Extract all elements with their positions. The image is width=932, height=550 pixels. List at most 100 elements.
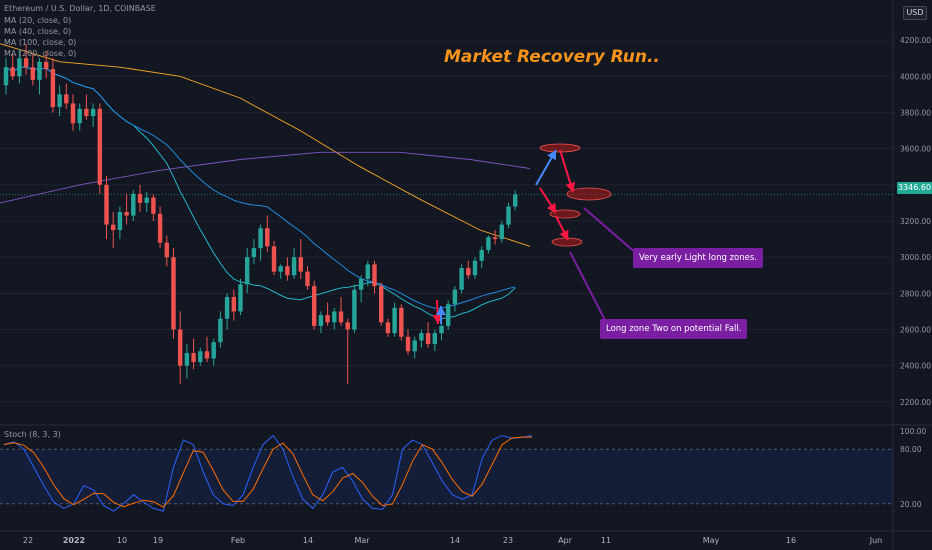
candle [231,289,236,321]
candle-body [379,286,384,323]
candle-body [312,286,317,326]
candle [258,224,263,261]
candle [204,336,210,363]
candle [265,215,270,252]
callout-pointer [569,251,607,323]
candle-body [97,108,102,185]
candle-body [419,333,424,341]
candle [432,329,437,352]
candle-body [405,336,411,352]
ma-200-line [0,151,531,204]
candle-body [131,193,136,216]
candle [44,50,49,79]
candle-body [479,249,484,261]
x-tick-label: 14 [450,536,460,545]
candle-body [184,353,190,366]
candle [37,58,42,95]
candle-body [198,351,203,363]
candle [10,54,15,80]
candle-body [124,211,129,216]
candle [144,192,149,212]
candle [358,275,364,303]
candle [513,190,518,211]
indicator-ma200-label[interactable]: MA (200, close, 0) [4,49,77,58]
candle-body [265,228,270,247]
candle-body [251,248,257,258]
candle-body [486,237,491,250]
indicator-ma100-label[interactable]: MA (100, close, 0) [4,38,77,47]
arrow-head [547,150,556,161]
candle-body [157,213,163,243]
candle-body [17,58,22,77]
candle [77,103,82,131]
candle [70,94,76,131]
candle-body [392,307,397,334]
chart-grid [0,39,893,403]
x-tick-label: 11 [601,536,611,545]
candle-body [358,278,364,290]
x-tick-label: Jun [869,536,883,545]
candle [285,257,290,281]
x-tick-label: 14 [303,536,313,545]
candle [224,293,230,330]
candle-body [338,311,344,323]
candle [305,266,310,290]
arrow-head [546,202,556,213]
candle [298,239,303,279]
candle-body [446,304,451,326]
candle [50,58,56,113]
x-tick-label: 16 [786,536,796,545]
candle-body [137,193,143,203]
candle-body [211,342,216,359]
candle-body [325,315,330,323]
indicator-ma20-label[interactable]: MA (20, close, 0) [4,16,72,25]
symbol-title: Ethereum / U.S. Dollar, 1D, COINBASE [4,4,156,13]
candle-body [298,257,303,272]
y-tick-label: 2400.00 [900,362,931,371]
candle [104,175,109,240]
candle-body [37,61,42,80]
candle [218,311,223,348]
stochastic-panel: 100.00 80.00 20.00 [0,424,932,512]
candle-body [439,325,444,334]
y-tick-label: 2600.00 [900,326,931,335]
candle [3,58,9,95]
candle [332,307,337,330]
stoch-indicator-label[interactable]: Stoch (8, 3, 3) [4,430,61,439]
candle [151,193,156,221]
stoch-d-line [3,436,532,508]
candle-body [104,184,109,225]
candle [211,338,216,366]
candle [318,311,324,334]
candle [90,103,96,127]
candle [459,264,464,294]
candle-body [506,206,511,225]
candle-body [23,58,29,68]
y-tick-label: 2200.00 [900,398,931,407]
candle [479,246,484,269]
indicator-ma40-label[interactable]: MA (40, close, 0) [4,27,72,36]
candle-body [191,353,196,363]
candle-body [332,311,337,323]
candle [238,278,243,316]
candle-body [345,322,350,330]
candle-body [285,266,290,276]
candle [191,338,196,370]
candle [325,302,330,326]
candle [399,304,404,341]
candle [446,300,451,330]
candle [64,83,69,109]
ma-100-line [0,43,531,247]
candle [245,248,250,294]
candle-body [399,307,404,337]
candle-body [432,333,437,345]
candle-body [452,289,458,305]
last-price-tag: 3346.60 [897,182,932,194]
candle [392,302,397,337]
callout-pointer [583,207,638,255]
y-tick-label: 3800.00 [900,108,931,117]
candle [251,239,257,265]
x-tick-label: 23 [503,536,513,545]
currency-button[interactable]: USD [903,6,927,20]
